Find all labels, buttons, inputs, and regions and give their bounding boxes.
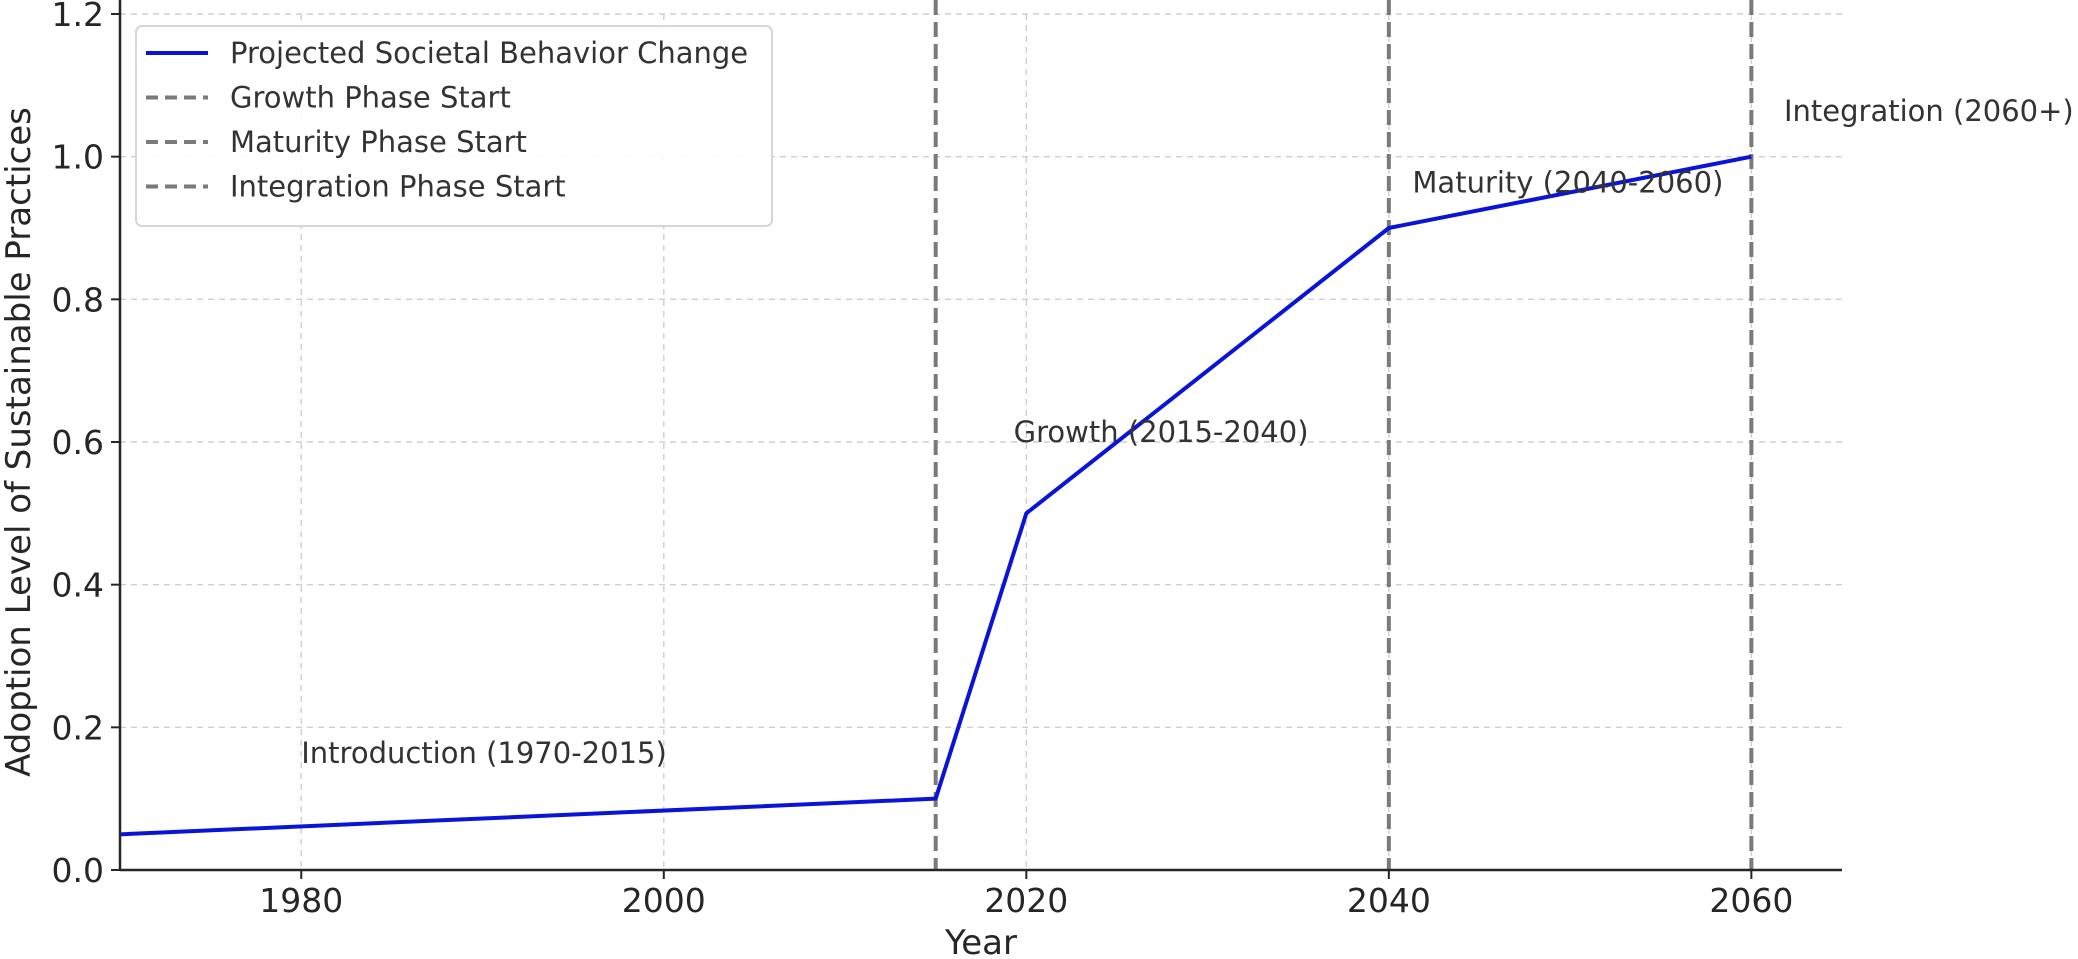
y-axis-label: Adoption Level of Sustainable Practices	[0, 107, 39, 777]
legend-box	[135, 25, 773, 227]
phase-annotation: Maturity (2040-2060)	[1412, 165, 1723, 199]
x-tick-label: 2060	[1709, 881, 1793, 920]
legend-label: Projected Societal Behavior Change	[230, 36, 748, 70]
series-line	[119, 154, 1752, 837]
x-tick-label: 1980	[259, 881, 343, 920]
legend-label: Maturity Phase Start	[230, 125, 527, 159]
y-tick-label: 0.6	[52, 423, 104, 462]
x-axis-label: Year	[944, 923, 1017, 959]
phase-start-lines	[933, 0, 1754, 870]
y-tick-label: 1.2	[52, 0, 104, 34]
series-lines	[119, 154, 1752, 837]
x-tick-label: 2020	[984, 881, 1068, 920]
legend: Projected Societal Behavior Change Growth…	[135, 25, 773, 227]
legend-label: Integration Phase Start	[230, 170, 566, 204]
phase-annotation: Integration (2060+)	[1784, 94, 2074, 128]
y-tick-label: 0.0	[52, 851, 104, 890]
phase-annotation: Growth (2015-2040)	[1014, 415, 1309, 449]
axes	[111, 0, 1842, 879]
phase-annotation: Introduction (1970-2015)	[301, 736, 667, 770]
x-tick-label: 2040	[1347, 881, 1431, 920]
y-tick-label: 0.2	[52, 708, 104, 747]
y-tick-label: 0.8	[52, 280, 104, 319]
y-tick-label: 0.4	[52, 566, 104, 605]
x-tick-label: 2000	[622, 881, 706, 920]
tick-labels: 1980 2000 2020 2040 2060 0.0 0.2 0.4 0.6 0.8 1.0 1.…	[52, 0, 1794, 920]
phase-annotations: Introduction (1970-2015) Growth (2015-204…	[301, 94, 2073, 770]
legend-label: Growth Phase Start	[230, 81, 511, 115]
y-tick-label: 1.0	[52, 138, 104, 177]
